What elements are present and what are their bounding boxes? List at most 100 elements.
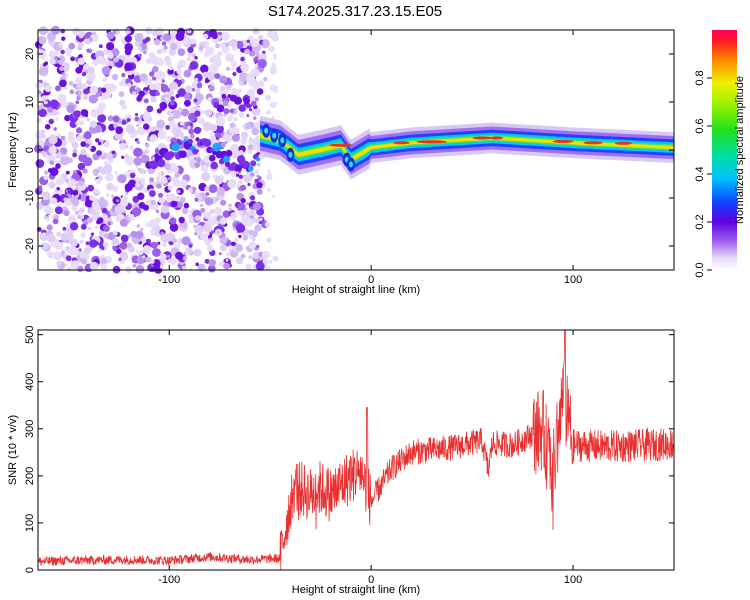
ridge-blob	[288, 151, 293, 158]
noise-blob	[227, 103, 232, 109]
noise-blob	[200, 64, 209, 74]
ridge-band	[260, 131, 674, 164]
noise-blob	[36, 132, 42, 138]
noise-blob	[101, 66, 111, 75]
noise-blob	[204, 186, 210, 192]
noise-blob	[135, 165, 139, 169]
ridge-blob	[235, 164, 242, 172]
noise-blob	[72, 152, 77, 158]
noise-blob	[170, 200, 178, 208]
noise-blob	[207, 264, 216, 273]
noise-blob	[49, 160, 55, 165]
noise-blob	[170, 128, 174, 132]
noise-blob	[125, 124, 135, 134]
noise-blob	[256, 162, 261, 167]
noise-blob	[249, 195, 256, 201]
noise-blob	[137, 94, 143, 100]
noise-blob	[98, 44, 103, 49]
ridge-blob	[167, 151, 175, 159]
noise-blob	[184, 93, 191, 100]
noise-blob	[160, 176, 168, 184]
noise-blob	[46, 224, 53, 231]
noise-blob	[156, 183, 162, 189]
noise-blob	[77, 162, 86, 171]
noise-blob	[137, 192, 145, 200]
noise-blob	[247, 182, 251, 187]
noise-blob	[160, 205, 170, 214]
noise-blob	[54, 50, 60, 56]
ridge-peak	[472, 136, 492, 140]
noise-blob	[83, 157, 93, 167]
noise-blob	[176, 201, 183, 208]
spectrogram-ridge	[145, 115, 674, 180]
noise-blob	[204, 258, 210, 264]
noise-blob	[90, 232, 95, 236]
noise-blob	[166, 254, 171, 258]
ridge-blob	[187, 138, 193, 145]
noise-blob	[135, 177, 140, 182]
noise-blob	[205, 46, 215, 56]
noise-blob	[157, 171, 164, 177]
noise-blob	[238, 104, 246, 112]
noise-blob	[181, 207, 189, 215]
noise-blob	[183, 69, 192, 78]
spectrogram-y-ticks: -20 -10 0 10 20	[24, 48, 674, 254]
noise-blob	[121, 104, 128, 110]
noise-blob	[112, 185, 119, 192]
noise-blob	[63, 158, 68, 163]
noise-blob	[255, 226, 261, 232]
noise-blob	[156, 119, 166, 129]
ridge-blob	[280, 137, 285, 144]
noise-blob	[75, 62, 80, 67]
noise-blob	[240, 63, 250, 72]
noise-blob	[248, 255, 253, 260]
noise-blob	[95, 178, 102, 184]
noise-blob	[98, 248, 102, 253]
noise-blob	[64, 47, 72, 55]
noise-blob	[256, 182, 263, 189]
noise-blob	[132, 91, 137, 96]
noise-blob	[48, 181, 56, 189]
ridge-blob	[218, 158, 225, 165]
noise-blob	[159, 265, 164, 269]
noise-blob	[156, 176, 160, 180]
noise-blob	[155, 209, 160, 213]
noise-blob	[209, 154, 216, 162]
noise-blob	[69, 81, 74, 86]
noise-blob	[124, 35, 132, 43]
noise-blob	[86, 117, 91, 122]
noise-blob	[75, 66, 83, 74]
noise-blob	[56, 177, 65, 186]
ridge-blob	[223, 155, 231, 163]
noise-blob	[167, 90, 175, 97]
noise-blob	[163, 45, 168, 50]
noise-blob	[228, 128, 234, 134]
ridge-blob	[349, 161, 353, 168]
noise-blob	[168, 120, 176, 128]
noise-blob	[188, 214, 192, 218]
noise-blob	[184, 99, 191, 107]
noise-blob	[230, 143, 240, 153]
noise-blob	[78, 120, 85, 126]
noise-blob	[219, 237, 227, 245]
noise-blob	[44, 84, 52, 93]
y-tick-label: 10	[24, 96, 36, 108]
noise-blob	[160, 84, 169, 93]
noise-blob	[251, 127, 260, 136]
noise-blob	[156, 108, 162, 114]
noise-blob	[52, 218, 59, 225]
noise-blob	[65, 170, 70, 175]
noise-blob	[78, 32, 84, 39]
noise-blob	[188, 218, 195, 224]
noise-blob	[127, 82, 132, 88]
noise-blob	[210, 161, 218, 170]
noise-blob	[112, 115, 120, 123]
noise-blob	[237, 88, 243, 94]
noise-blob	[186, 28, 192, 34]
noise-blob	[60, 135, 66, 141]
noise-blob	[89, 195, 95, 201]
noise-blob	[164, 163, 171, 170]
noise-blob	[56, 260, 62, 266]
noise-blob	[83, 88, 90, 95]
